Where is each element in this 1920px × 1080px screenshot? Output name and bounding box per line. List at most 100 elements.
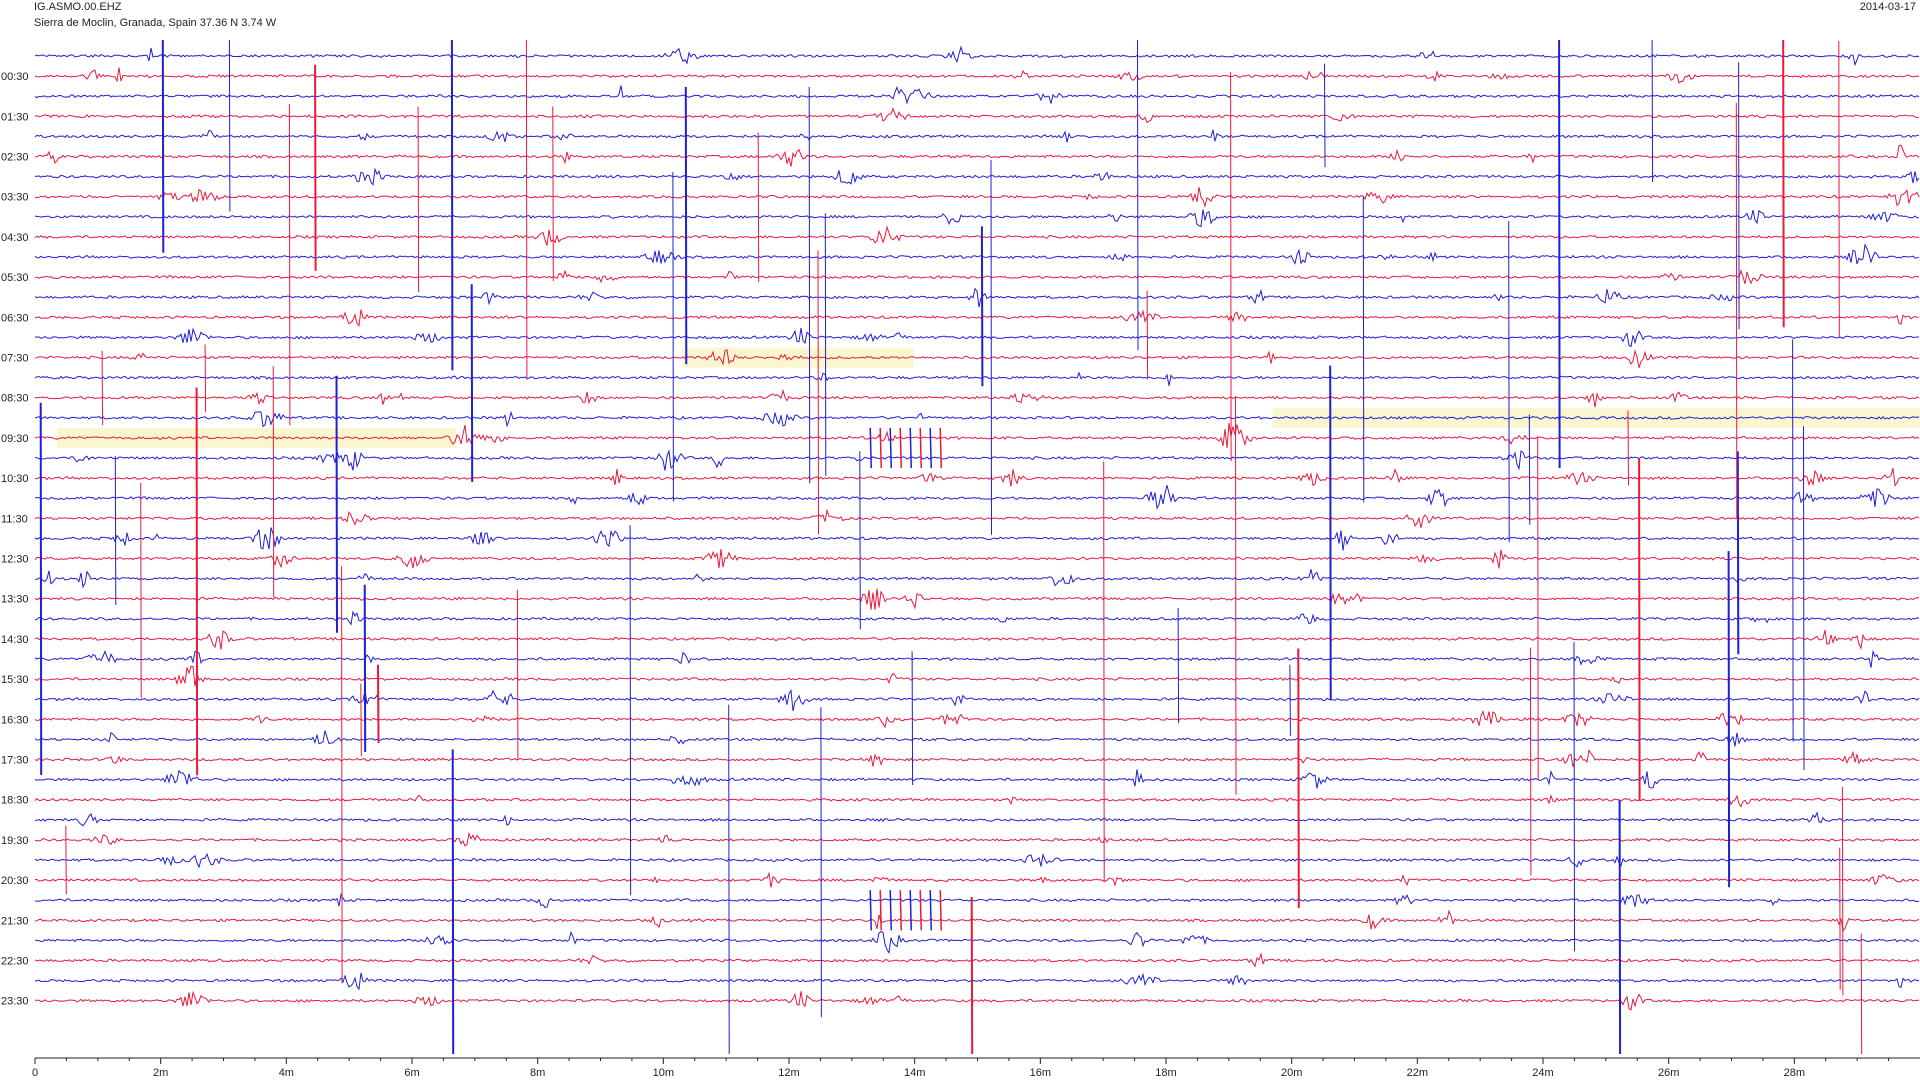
spike-52 (314, 64, 317, 271)
trace-row-31 (34, 665, 1920, 687)
y-tick-label: 17:30 (1, 755, 29, 767)
spike-64 (1529, 647, 1532, 876)
y-tick-label: 10:30 (1, 473, 29, 485)
trace-row-44 (34, 930, 1920, 955)
spike-65 (859, 451, 861, 630)
spike-25 (552, 106, 554, 282)
spike-57 (817, 250, 819, 535)
axes: 00:30 01:30 02:30 03:30 04:30 05:30 06:30 07:30… (1, 71, 1920, 1079)
trace-row-17 (34, 388, 1920, 408)
spike-48 (672, 171, 674, 502)
trace-row-15 (34, 349, 1920, 368)
trace-row-11 (34, 269, 1920, 285)
x-tick-label: 6m (404, 1067, 419, 1079)
station-code: IG.ASMO.00.EHZ (34, 1, 122, 13)
trace-row-35 (34, 748, 1920, 768)
event-0-line-3 (899, 427, 902, 469)
gap-band-2 (1272, 407, 1920, 428)
y-tick-label: 02:30 (1, 152, 29, 164)
spike-28 (114, 455, 117, 606)
x-tick-label: 24m (1532, 1067, 1553, 1079)
event-1-line-4 (909, 890, 912, 931)
y-tick-label: 14:30 (1, 634, 29, 646)
trace-row-37 (34, 794, 1920, 808)
trace-row-30 (34, 649, 1920, 668)
spike-0 (140, 482, 142, 699)
y-tick-label: 01:30 (1, 111, 29, 123)
spike-59 (820, 707, 822, 1018)
x-tick-label: 26m (1658, 1067, 1679, 1079)
spike-11 (1782, 39, 1785, 328)
spike-68 (195, 387, 199, 776)
spike-58 (272, 366, 275, 598)
spike-23 (1537, 436, 1539, 780)
trace-row-19 (34, 422, 1920, 449)
spike-5 (1738, 62, 1740, 330)
spike-33 (417, 106, 420, 293)
x-tick-label: 22m (1407, 1067, 1428, 1079)
event-0-line-6 (929, 427, 932, 469)
trace-row-18 (34, 410, 1920, 428)
spike-12 (1177, 607, 1180, 724)
y-tick-label: 04:30 (1, 232, 29, 244)
spike-35 (757, 132, 760, 283)
spike-49 (288, 104, 291, 426)
y-tick-label: 12:30 (1, 554, 29, 566)
spike-9 (808, 86, 811, 484)
event-0-line-5 (919, 427, 922, 469)
spike-42 (65, 825, 67, 895)
trace-row-4 (34, 129, 1920, 143)
spike-60 (629, 525, 632, 896)
trace-row-24 (34, 527, 1920, 551)
trace-row-12 (34, 287, 1920, 308)
spike-63 (1558, 39, 1561, 469)
spike-37 (1146, 290, 1149, 380)
spike-34 (450, 39, 454, 371)
trace-row-45 (34, 952, 1920, 968)
spike-61 (1638, 457, 1641, 801)
trace-row-33 (34, 709, 1920, 729)
spike-30 (1103, 461, 1105, 883)
y-tick-label: 13:30 (1, 594, 29, 606)
x-tick-label: 4m (279, 1067, 294, 1079)
y-tick-label: 20:30 (1, 875, 29, 887)
event-0-line-4 (909, 427, 912, 469)
trace-row-47 (35, 990, 1919, 1011)
trace-row-8 (34, 209, 1920, 228)
trace-row-13 (34, 309, 1919, 327)
spike-31 (1651, 39, 1654, 183)
spike-18 (377, 664, 380, 744)
gap-band-1 (56, 427, 456, 448)
event-0-line-0 (869, 427, 872, 469)
spike-22 (1508, 221, 1510, 543)
trace-row-25 (34, 549, 1920, 569)
spike-45 (1230, 72, 1232, 462)
spike-55 (470, 284, 474, 483)
spike-3 (1803, 426, 1805, 771)
event-1-line-1 (879, 890, 882, 931)
y-tick-label: 08:30 (1, 393, 29, 405)
spike-10 (1297, 648, 1300, 909)
spike-15 (228, 39, 231, 212)
trace-row-43 (34, 909, 1920, 932)
spike-13 (911, 651, 914, 786)
event-1-line-2 (889, 890, 892, 931)
trace-row-14 (35, 327, 1919, 348)
y-tick-label: 19:30 (1, 835, 29, 847)
y-tick-label: 07:30 (1, 353, 29, 365)
trace-row-10 (34, 243, 1920, 265)
y-tick-label: 00:30 (1, 71, 29, 83)
event-1-line-7 (939, 890, 942, 931)
trace-row-21 (34, 467, 1920, 487)
y-tick-label: 06:30 (1, 312, 29, 324)
trace-row-2 (34, 85, 1920, 105)
trace-row-39 (34, 831, 1920, 847)
trace-row-32 (34, 688, 1920, 712)
spike-69 (1839, 847, 1841, 990)
event-1-line-5 (919, 890, 922, 931)
spike-53 (1137, 39, 1139, 351)
y-tick-label: 21:30 (1, 915, 29, 927)
spike-8 (451, 749, 455, 1055)
x-tick-label: 10m (653, 1067, 674, 1079)
